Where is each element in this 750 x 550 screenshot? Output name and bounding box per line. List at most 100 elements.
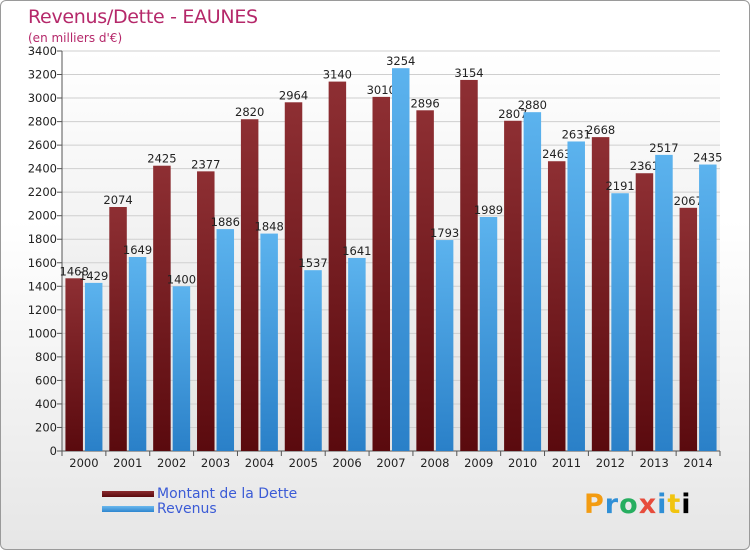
y-tick-label: 1000 (28, 326, 57, 340)
plot-area (62, 51, 720, 451)
x-tick-label: 2001 (113, 456, 142, 470)
y-tick-label: 800 (35, 350, 57, 364)
bar-revenus (128, 257, 147, 451)
y-tick-label: 400 (35, 397, 57, 411)
y-tick-label: 3200 (28, 68, 57, 82)
x-tick-label: 2005 (289, 456, 318, 470)
bar-revenus (611, 193, 629, 451)
bar-dette (328, 81, 347, 452)
x-tick-label: 2003 (201, 456, 230, 470)
bar-revenus (479, 217, 498, 451)
y-tick-label: 600 (35, 373, 57, 387)
value-label-revenus: 1537 (298, 256, 327, 270)
proxiti-logo: Proxiti (584, 489, 692, 520)
bar-revenus (435, 240, 454, 451)
value-label-revenus: 1400 (167, 272, 196, 286)
bar-dette (504, 120, 522, 451)
x-tick-label: 2009 (464, 456, 493, 470)
bar-dette (109, 207, 127, 451)
value-label-revenus: 2435 (693, 151, 722, 165)
value-label-revenus: 1793 (430, 226, 459, 240)
y-tick-label: 2400 (28, 162, 57, 176)
y-tick-label: 2600 (28, 138, 57, 152)
value-label-dette: 2896 (410, 96, 439, 110)
value-label-dette: 2463 (542, 147, 571, 161)
value-label-dette: 2067 (674, 194, 703, 208)
x-tick-label: 2013 (640, 456, 669, 470)
value-label-revenus: 2880 (518, 98, 547, 112)
bar-revenus (304, 270, 322, 451)
bar-revenus (567, 141, 585, 451)
bar-revenus (655, 154, 673, 451)
value-label-revenus: 1989 (474, 203, 503, 217)
legend-swatch-debt (102, 491, 154, 497)
y-tick-label: 3000 (28, 91, 57, 105)
x-tick-label: 2002 (157, 456, 186, 470)
x-tick-label: 2012 (596, 456, 625, 470)
bar-revenus (523, 112, 542, 452)
y-tick-label: 2000 (28, 209, 57, 223)
value-label-dette: 2668 (586, 123, 615, 137)
bar-dette (460, 79, 478, 452)
value-label-revenus: 2631 (562, 127, 591, 141)
value-label-revenus: 1886 (211, 215, 240, 229)
value-label-dette: 2361 (630, 159, 659, 173)
value-label-revenus: 1641 (342, 244, 371, 258)
y-tick-label: 0 (50, 444, 57, 458)
value-label-revenus: 3254 (386, 54, 415, 68)
value-label-dette: 2820 (235, 105, 264, 119)
bar-revenus (392, 68, 410, 452)
y-tick-label: 3400 (28, 44, 57, 58)
x-tick-label: 2004 (245, 456, 274, 470)
y-tick-label: 1200 (28, 303, 57, 317)
x-tick-label: 2008 (420, 456, 449, 470)
bar-revenus (216, 229, 235, 451)
value-label-revenus: 1848 (255, 220, 284, 234)
y-tick-label: 2800 (28, 115, 57, 129)
legend-label-revenus: Revenus (157, 501, 217, 517)
y-tick-label: 2200 (28, 185, 57, 199)
bar-dette (153, 165, 171, 452)
bar-dette (679, 207, 698, 451)
bar-dette (284, 102, 303, 451)
bar-revenus (172, 286, 191, 451)
value-label-dette: 2074 (103, 193, 132, 207)
chart-title: Revenus/Dette - EAUNES (28, 6, 258, 28)
legend-swatch-revenus (102, 506, 154, 512)
value-label-dette: 3010 (367, 83, 396, 97)
value-label-dette: 3154 (454, 66, 483, 80)
value-label-revenus: 1429 (79, 269, 108, 283)
x-tick-label: 2000 (69, 456, 98, 470)
x-tick-label: 2006 (332, 456, 361, 470)
x-tick-label: 2007 (376, 456, 405, 470)
y-tick-label: 1400 (28, 279, 57, 293)
bar-dette (635, 173, 654, 451)
value-label-dette: 3140 (323, 68, 352, 82)
bar-revenus (348, 257, 366, 451)
x-tick-label: 2011 (552, 456, 581, 470)
bar-dette (416, 110, 434, 451)
y-tick-label: 1600 (28, 256, 57, 270)
value-label-dette: 1468 (60, 264, 89, 278)
x-tick-label: 2014 (683, 456, 712, 470)
value-label-revenus: 1649 (123, 243, 152, 257)
value-label-revenus: 2191 (605, 179, 634, 193)
bar-dette (591, 137, 610, 451)
value-label-revenus: 2517 (649, 141, 678, 155)
value-label-dette: 2807 (498, 107, 527, 121)
chart-subtitle: (en milliers d'€) (28, 31, 123, 45)
legend-label-debt: Montant de la Dette (157, 486, 298, 502)
bar-revenus (699, 164, 717, 451)
bar-dette (372, 96, 390, 451)
x-tick-label: 2010 (508, 456, 537, 470)
bar-revenus (84, 282, 103, 451)
value-label-dette: 2377 (191, 157, 220, 171)
value-label-dette: 2425 (147, 152, 176, 166)
bar-dette (547, 161, 566, 451)
y-tick-label: 1800 (28, 232, 57, 246)
bar-dette (65, 278, 83, 451)
bar-dette (197, 171, 215, 451)
y-tick-label: 200 (35, 420, 57, 434)
